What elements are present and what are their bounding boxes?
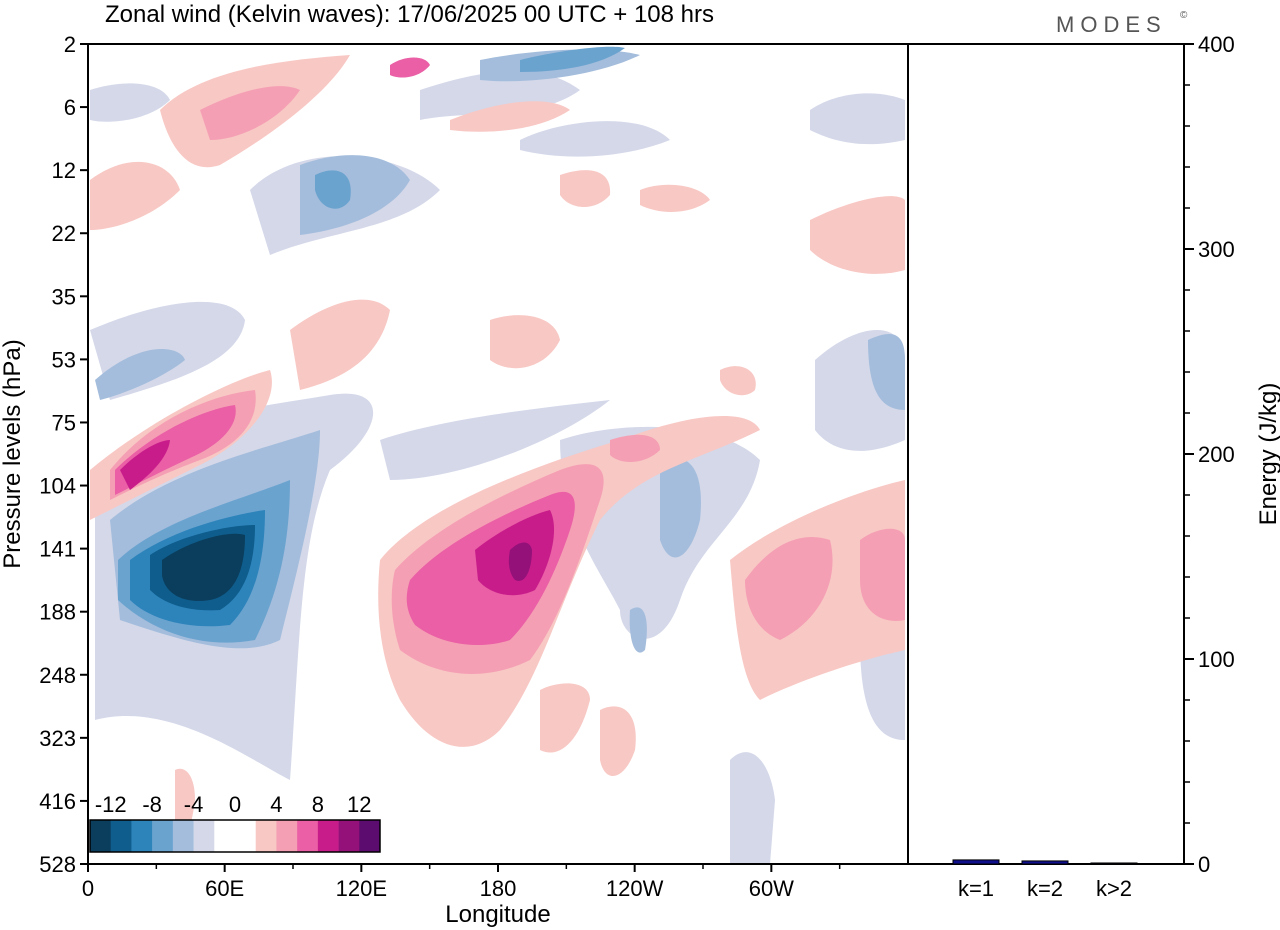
energy-frame (907, 43, 1185, 865)
contour-region (315, 170, 351, 209)
colorbar-swatch (172, 820, 194, 852)
contour-region (508, 542, 532, 581)
y-tick-label: 188 (39, 600, 76, 625)
energy-tick-label: 300 (1198, 237, 1235, 262)
contour-region (868, 334, 905, 410)
contour-region (860, 528, 905, 621)
contour-region (640, 184, 710, 212)
y-tick-label: 75 (52, 410, 76, 435)
colorbar-swatch (110, 820, 132, 852)
energy-bars: k=1 k=2 k>2 (952, 859, 1138, 901)
contour-region (540, 683, 590, 753)
colorbar-label: -4 (184, 792, 204, 817)
colorbar-swatch (214, 820, 236, 852)
y-tick-label: 6 (64, 95, 76, 120)
energy-panel: k=1 k=2 k>2 0 100 200 300 400 (907, 32, 1235, 901)
contour-region (810, 93, 905, 145)
energy-category-label: k=1 (958, 876, 994, 901)
energy-bar (1021, 860, 1069, 865)
colorbar-swatch (255, 820, 277, 852)
contour-region (490, 315, 560, 369)
colorbar-swatch (297, 820, 319, 852)
y-tick-label: 2 (64, 32, 76, 57)
y-tick-label: 22 (52, 221, 76, 246)
colorbar-swatch (90, 820, 112, 852)
energy-tick-label: 200 (1198, 442, 1235, 467)
colorbar-label: 4 (270, 792, 282, 817)
contour-region (730, 752, 775, 864)
colorbar-label: 12 (347, 792, 371, 817)
contour-region (200, 86, 300, 140)
x-axis-title: Longitude (445, 901, 550, 928)
x-tick-label: 60W (749, 876, 794, 901)
contour-region (162, 533, 245, 601)
y-tick-label: 528 (39, 852, 76, 877)
contour-region (95, 348, 185, 400)
x-tick-label: 60E (205, 876, 244, 901)
x-tick-label: 180 (480, 876, 517, 901)
colorbar-swatch (131, 820, 153, 852)
y-tick-label: 35 (52, 284, 76, 309)
colorbar-frame (89, 819, 381, 853)
colorbar-swatch (235, 820, 257, 852)
y-tick-label: 248 (39, 663, 76, 688)
energy-bar (952, 859, 1000, 865)
colorbar-label: -8 (142, 792, 162, 817)
x-tick-label: 120W (606, 876, 664, 901)
y-tick-label: 323 (39, 726, 76, 751)
energy-tick-label: 400 (1198, 32, 1235, 57)
energy-bar (1090, 862, 1138, 865)
colorbar-label: 0 (229, 792, 241, 817)
y-tick-label: 53 (52, 347, 76, 372)
colorbar-swatch (193, 820, 215, 852)
contour-region (90, 161, 180, 230)
x-tick-label: 120E (336, 876, 387, 901)
colorbar-swatch (317, 820, 339, 852)
energy-ticks: 0 100 200 300 400 (1184, 32, 1235, 877)
colorbar-swatch (338, 820, 360, 852)
y-tick-label: 104 (39, 474, 76, 499)
y-tick-label: 416 (39, 789, 76, 814)
contour-region (390, 57, 430, 78)
contour-region (290, 299, 390, 390)
energy-tick-label: 0 (1198, 852, 1210, 877)
colorbar-swatch (152, 820, 174, 852)
contour-region (810, 196, 905, 274)
colorbar-label: -12 (95, 792, 127, 817)
contour-region (120, 440, 170, 490)
contour-region (90, 83, 170, 122)
energy-axis-title: Energy (J/kg) (1255, 383, 1280, 526)
y-axis-title: Pressure levels (hPa) (0, 339, 26, 568)
colorbar: -12 -8 -4 0 4 8 12 (89, 792, 381, 853)
energy-tick-label: 100 (1198, 647, 1235, 672)
contour-region (600, 706, 636, 777)
logo-mark: © (1180, 10, 1188, 21)
contour-region (420, 71, 580, 120)
contour-region (629, 607, 647, 653)
contour-region (520, 46, 625, 72)
contour-region (660, 457, 701, 558)
x-tick-label: 0 (82, 876, 94, 901)
contour-region (380, 400, 610, 480)
contour-region (520, 121, 670, 157)
y-tick-label: 12 (52, 158, 76, 183)
colorbar-swatch (276, 820, 298, 852)
colorbar-label: 8 (312, 792, 324, 817)
energy-category-label: k>2 (1096, 876, 1132, 901)
contour-region (560, 170, 611, 208)
contour-region (745, 536, 833, 640)
y-tick-label: 141 (39, 537, 76, 562)
wind-field (90, 46, 905, 864)
contour-region (610, 434, 660, 462)
chart-title: Zonal wind (Kelvin waves): 17/06/2025 00… (105, 1, 714, 28)
contour-region (450, 101, 570, 132)
energy-category-label: k=2 (1027, 876, 1063, 901)
modes-logo: MODES (1056, 12, 1167, 37)
contour-region (720, 366, 756, 396)
colorbar-swatch (359, 820, 381, 852)
